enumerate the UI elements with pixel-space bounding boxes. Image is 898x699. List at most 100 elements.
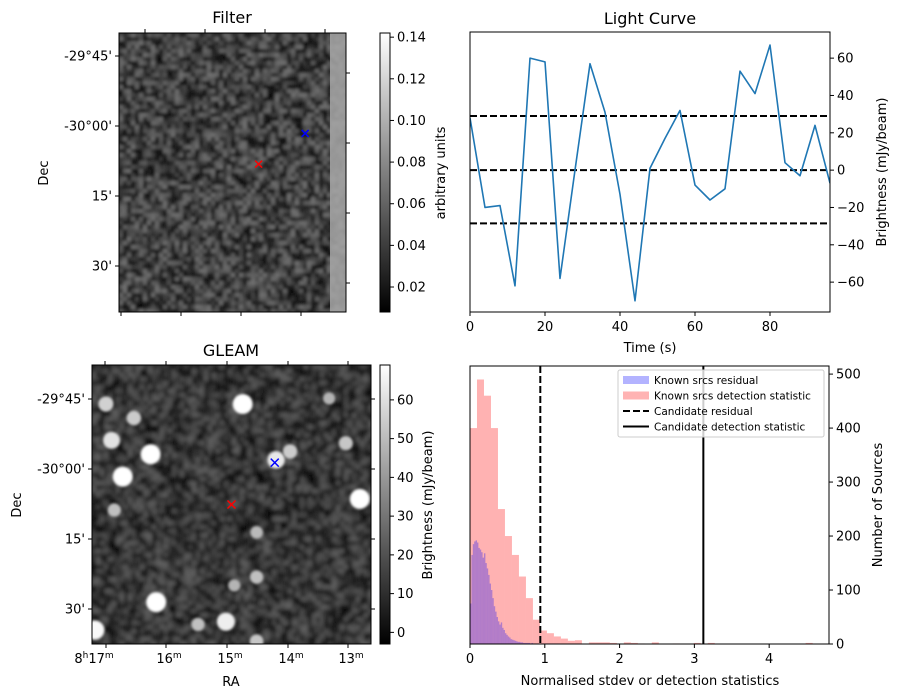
- noise-pixel: [151, 121, 156, 126]
- noise-pixel: [255, 69, 260, 74]
- noise-pixel: [163, 273, 168, 278]
- noise-pixel: [264, 397, 269, 402]
- noise-pixel: [163, 133, 168, 138]
- noise-pixel: [199, 249, 204, 254]
- noise-pixel: [147, 89, 152, 94]
- noise-pixel: [187, 133, 192, 138]
- noise-pixel: [216, 409, 221, 414]
- noise-pixel: [231, 113, 236, 118]
- noise-pixel: [199, 165, 204, 170]
- noise-pixel: [319, 93, 324, 98]
- noise-pixel: [171, 121, 176, 126]
- noise-pixel: [231, 165, 236, 170]
- noise-pixel: [323, 169, 328, 174]
- noise-pixel: [219, 49, 224, 54]
- noise-pixel: [211, 113, 216, 118]
- noise-pixel: [276, 401, 281, 406]
- noise-pixel: [215, 169, 220, 174]
- noise-pixel: [255, 301, 260, 306]
- noise-pixel: [151, 273, 156, 278]
- noise-pixel: [223, 189, 228, 194]
- noise-pixel: [147, 117, 152, 122]
- noise-pixel: [251, 225, 256, 230]
- noise-pixel: [211, 265, 216, 270]
- noise-pixel: [155, 149, 160, 154]
- noise-pixel: [183, 33, 188, 38]
- noise-pixel: [163, 177, 168, 182]
- noise-pixel: [191, 253, 196, 258]
- noise-pixel: [215, 257, 220, 262]
- noise-pixel: [239, 161, 244, 166]
- noise-pixel: [195, 89, 200, 94]
- noise-pixel: [259, 221, 264, 226]
- noise-pixel: [259, 197, 264, 202]
- noise-pixel: [243, 189, 248, 194]
- noise-pixel: [224, 401, 229, 406]
- noise-pixel: [231, 61, 236, 66]
- noise-pixel: [124, 389, 129, 394]
- noise-pixel: [155, 309, 160, 312]
- noise-pixel: [108, 389, 113, 394]
- noise-pixel: [127, 273, 132, 278]
- noise-pixel: [119, 177, 124, 182]
- noise-pixel: [191, 225, 196, 230]
- noise-pixel: [132, 397, 137, 402]
- noise-pixel: [252, 401, 257, 406]
- noise-pixel: [356, 381, 361, 386]
- noise-pixel: [195, 221, 200, 226]
- noise-pixel: [139, 309, 144, 312]
- noise-pixel: [219, 89, 224, 94]
- noise-pixel: [171, 181, 176, 186]
- noise-pixel: [232, 377, 237, 382]
- noise-pixel: [155, 165, 160, 170]
- noise-pixel: [143, 261, 148, 266]
- noise-pixel: [147, 233, 152, 238]
- noise-pixel: [223, 77, 228, 82]
- noise-pixel: [263, 297, 268, 302]
- noise-pixel: [215, 261, 220, 266]
- noise-pixel: [327, 289, 332, 294]
- noise-pixel: [267, 69, 272, 74]
- noise-pixel: [295, 249, 300, 254]
- noise-pixel: [119, 157, 124, 162]
- noise-pixel: [187, 249, 192, 254]
- noise-pixel: [287, 245, 292, 250]
- noise-pixel: [143, 221, 148, 226]
- noise-pixel: [131, 113, 136, 118]
- noise-pixel: [279, 145, 284, 150]
- noise-pixel: [207, 205, 212, 210]
- noise-pixel: [219, 85, 224, 90]
- noise-pixel: [124, 401, 129, 406]
- noise-pixel: [152, 385, 157, 390]
- noise-pixel: [139, 157, 144, 162]
- colorbar-tick-label: 0.14: [397, 31, 426, 46]
- noise-pixel: [291, 141, 296, 146]
- noise-pixel: [263, 97, 268, 102]
- noise-pixel: [227, 37, 232, 42]
- noise-pixel: [123, 165, 128, 170]
- noise-pixel: [199, 301, 204, 306]
- noise-pixel: [259, 237, 264, 242]
- noise-pixel: [231, 133, 236, 138]
- noise-pixel: [307, 77, 312, 82]
- noise-pixel: [323, 245, 328, 250]
- noise-pixel: [151, 69, 156, 74]
- noise-pixel: [284, 393, 289, 398]
- noise-pixel: [163, 113, 168, 118]
- noise-pixel: [300, 393, 305, 398]
- noise-pixel: [196, 413, 201, 418]
- noise-pixel: [299, 273, 304, 278]
- noise-pixel: [127, 289, 132, 294]
- noise-pixel: [147, 169, 152, 174]
- noise-pixel: [263, 33, 268, 38]
- noise-pixel: [279, 181, 284, 186]
- noise-pixel: [116, 365, 121, 370]
- noise-pixel: [155, 77, 160, 82]
- noise-pixel: [243, 141, 248, 146]
- noise-pixel: [304, 401, 309, 406]
- noise-pixel: [315, 141, 320, 146]
- noise-pixel: [263, 45, 268, 50]
- noise-pixel: [135, 281, 140, 286]
- noise-pixel: [259, 177, 264, 182]
